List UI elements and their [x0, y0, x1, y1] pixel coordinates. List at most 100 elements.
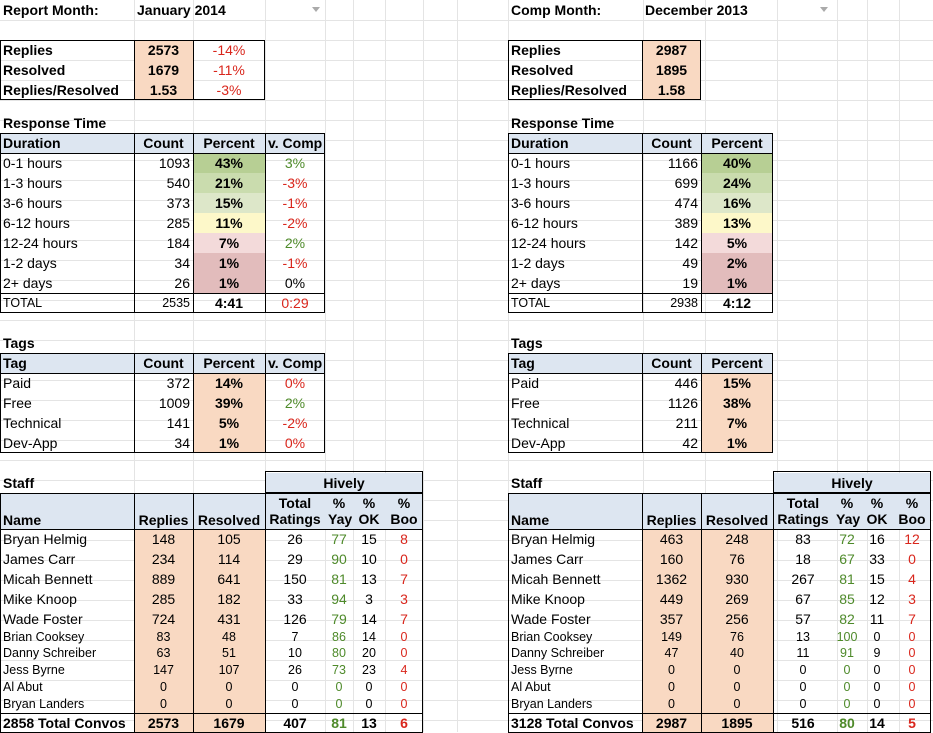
count-cell[interactable]: 285: [166, 215, 190, 231]
resolved-cell[interactable]: 0: [193, 679, 265, 696]
replies-cell[interactable]: 160: [642, 549, 701, 569]
total-resolved[interactable]: 1895: [701, 714, 773, 732]
percent-cell[interactable]: 40%: [701, 153, 773, 173]
resolved-cell[interactable]: 40: [701, 645, 773, 662]
ok-cell[interactable]: 14: [362, 630, 376, 644]
ok-cell[interactable]: 14: [361, 611, 377, 627]
boo-cell[interactable]: 4: [908, 571, 916, 587]
month-select[interactable]: January 2014: [137, 2, 226, 18]
replies-cell[interactable]: 63: [134, 645, 193, 662]
ok-cell[interactable]: 0: [873, 697, 881, 711]
duration-cell[interactable]: 2+ days: [511, 275, 561, 291]
boo-cell[interactable]: 0: [908, 663, 916, 677]
ratings-cell[interactable]: 26: [288, 663, 302, 677]
duration-cell[interactable]: 1-2 days: [511, 255, 565, 271]
staff-name[interactable]: Bryan Landers: [511, 697, 593, 711]
ratings-cell[interactable]: 150: [283, 571, 307, 587]
resolved-cell[interactable]: 48: [193, 629, 265, 645]
boo-cell[interactable]: 0: [400, 630, 408, 644]
total-boo[interactable]: 6: [400, 715, 408, 731]
comp-cell[interactable]: -3%: [282, 175, 308, 191]
comp-cell[interactable]: 3%: [284, 155, 306, 171]
resolved-cell[interactable]: 641: [193, 569, 265, 589]
count-cell[interactable]: 26: [174, 275, 190, 291]
replies-cell[interactable]: 0: [134, 679, 193, 696]
comp-cell[interactable]: 2%: [284, 235, 306, 251]
yay-cell[interactable]: 67: [839, 551, 855, 567]
boo-cell[interactable]: 3: [908, 591, 916, 607]
yay-cell[interactable]: 90: [331, 551, 347, 567]
count-cell[interactable]: 1009: [158, 395, 190, 411]
resolved-cell[interactable]: 105: [193, 529, 265, 549]
total-replies[interactable]: 2573: [134, 714, 193, 732]
comp-cell[interactable]: -1%: [282, 195, 308, 211]
resolved-cell[interactable]: 51: [193, 645, 265, 662]
summary-change[interactable]: -3%: [216, 82, 242, 98]
comp-cell[interactable]: -2%: [282, 215, 308, 231]
summary-value[interactable]: 2573: [134, 40, 193, 60]
ratings-cell[interactable]: 83: [795, 531, 811, 547]
staff-name[interactable]: Micah Bennett: [511, 571, 601, 587]
yay-cell[interactable]: 81: [839, 571, 855, 587]
replies-cell[interactable]: 147: [134, 662, 193, 679]
ok-cell[interactable]: 15: [869, 571, 885, 587]
total-comp[interactable]: 0:29: [281, 295, 309, 311]
percent-cell[interactable]: 16%: [701, 193, 773, 213]
count-cell[interactable]: 142: [674, 235, 698, 251]
boo-cell[interactable]: 0: [400, 680, 408, 694]
staff-name[interactable]: Danny Schreiber: [3, 646, 97, 660]
count-cell[interactable]: 34: [174, 435, 190, 451]
ok-cell[interactable]: 9: [873, 646, 881, 660]
percent-cell[interactable]: 14%: [193, 373, 265, 393]
count-cell[interactable]: 141: [166, 415, 190, 431]
resolved-cell[interactable]: 114: [193, 549, 265, 569]
staff-name[interactable]: James Carr: [511, 551, 584, 567]
tag-cell[interactable]: Paid: [3, 375, 32, 391]
tag-cell[interactable]: Paid: [511, 375, 540, 391]
count-cell[interactable]: 1126: [667, 395, 698, 411]
duration-cell[interactable]: 12-24 hours: [3, 235, 78, 251]
replies-cell[interactable]: 47: [642, 645, 701, 662]
staff-name[interactable]: Brian Cooksey: [3, 630, 85, 644]
count-cell[interactable]: 184: [166, 235, 190, 251]
percent-cell[interactable]: 5%: [193, 413, 265, 433]
duration-cell[interactable]: 0-1 hours: [3, 155, 63, 171]
yay-cell[interactable]: 91: [840, 646, 854, 660]
ratings-cell[interactable]: 67: [795, 591, 811, 607]
staff-name[interactable]: Mike Knoop: [3, 591, 77, 607]
staff-name[interactable]: Mike Knoop: [511, 591, 585, 607]
total-time[interactable]: 4:12: [722, 295, 752, 311]
yay-cell[interactable]: 86: [332, 630, 346, 644]
comp-cell[interactable]: -1%: [282, 255, 308, 271]
percent-cell[interactable]: 1%: [701, 273, 773, 293]
total-count[interactable]: 2535: [162, 296, 190, 310]
replies-cell[interactable]: 0: [642, 696, 701, 713]
replies-cell[interactable]: 1362: [642, 569, 701, 589]
summary-change[interactable]: -11%: [213, 62, 245, 78]
tag-cell[interactable]: Free: [511, 395, 540, 411]
percent-cell[interactable]: 15%: [193, 193, 265, 213]
duration-cell[interactable]: 2+ days: [3, 275, 53, 291]
tag-cell[interactable]: Technical: [511, 415, 570, 431]
ok-cell[interactable]: 16: [869, 531, 885, 547]
resolved-cell[interactable]: 107: [193, 662, 265, 679]
boo-cell[interactable]: 0: [908, 697, 916, 711]
count-cell[interactable]: 34: [174, 255, 190, 271]
summary-value[interactable]: 2987: [642, 40, 701, 60]
total-ratings[interactable]: 407: [283, 715, 307, 731]
replies-cell[interactable]: 234: [134, 549, 193, 569]
staff-name[interactable]: Danny Schreiber: [511, 646, 605, 660]
yay-cell[interactable]: 80: [332, 646, 346, 660]
ok-cell[interactable]: 0: [365, 697, 373, 711]
duration-cell[interactable]: 12-24 hours: [511, 235, 586, 251]
comp-cell[interactable]: -2%: [282, 415, 308, 431]
percent-cell[interactable]: 1%: [193, 273, 265, 293]
staff-name[interactable]: Al Abut: [3, 680, 43, 694]
staff-name[interactable]: Bryan Helmig: [511, 531, 596, 547]
staff-name[interactable]: Micah Bennett: [3, 571, 93, 587]
ratings-cell[interactable]: 0: [799, 697, 807, 711]
yay-cell[interactable]: 79: [331, 611, 347, 627]
count-cell[interactable]: 474: [674, 195, 698, 211]
replies-cell[interactable]: 357: [642, 609, 701, 629]
